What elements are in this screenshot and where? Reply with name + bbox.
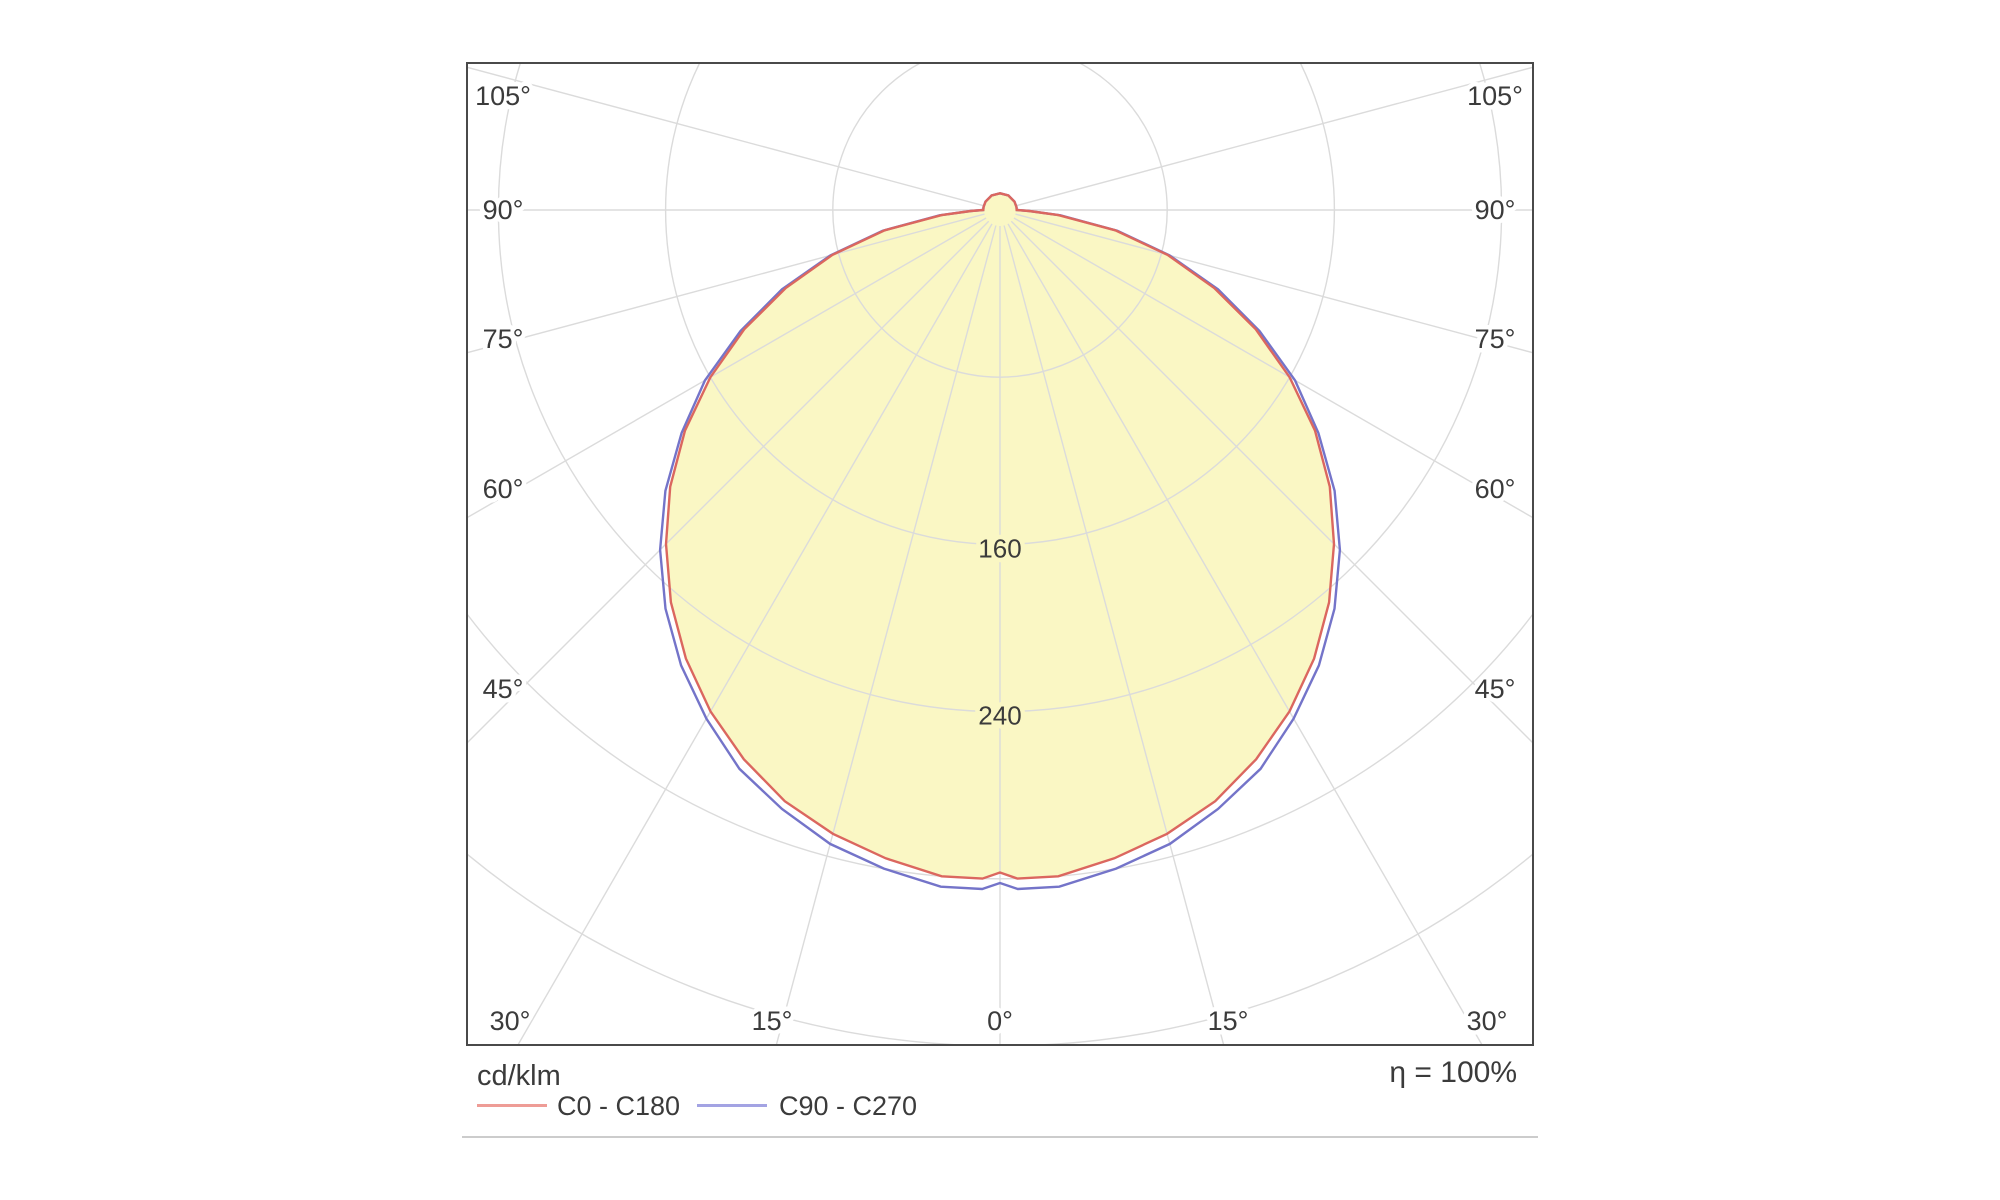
angle-ray xyxy=(467,213,985,354)
angle-ray xyxy=(467,217,987,519)
angle-label: 15° xyxy=(1208,1006,1249,1036)
c90-c270-line-swatch xyxy=(697,1104,767,1107)
angle-ray xyxy=(1010,220,1533,744)
efficiency-label: η = 100% xyxy=(1389,1056,1517,1089)
c0-c180-line-swatch xyxy=(477,1104,547,1107)
angle-ray xyxy=(467,66,985,207)
angle-label: 15° xyxy=(752,1006,793,1036)
ring-value-label: 160 xyxy=(978,533,1021,563)
angle-ray xyxy=(1007,223,1483,1045)
angle-ray xyxy=(775,225,997,1045)
angle-label: 90° xyxy=(483,195,524,225)
angle-label: 105° xyxy=(1467,81,1523,111)
angle-ray xyxy=(1015,66,1533,207)
angle-ray xyxy=(1015,213,1533,354)
angle-label: 0° xyxy=(987,1006,1013,1036)
angle-label: 60° xyxy=(483,474,524,504)
angle-label: 30° xyxy=(490,1006,531,1036)
separator-line xyxy=(462,1136,1538,1138)
angle-ray xyxy=(1003,225,1225,1045)
angle-ray xyxy=(517,223,993,1045)
angle-ray xyxy=(467,220,990,744)
angle-ray xyxy=(1013,217,1533,519)
angle-label: 105° xyxy=(475,81,531,111)
ring-value-label: 240 xyxy=(978,701,1021,731)
angle-label: 30° xyxy=(1467,1006,1508,1036)
legend-label-c90-c270: C90 - C270 xyxy=(779,1091,918,1121)
legend-label-c0-c180: C0 - C180 xyxy=(557,1091,681,1121)
angle-label: 60° xyxy=(1475,474,1516,504)
angle-label: 90° xyxy=(1475,195,1516,225)
angle-label: 45° xyxy=(1475,674,1516,704)
units-label: cd/klm xyxy=(477,1060,561,1092)
angle-label: 75° xyxy=(483,324,524,354)
angle-label: 45° xyxy=(483,674,524,704)
angle-label: 75° xyxy=(1475,324,1516,354)
plot-border xyxy=(466,62,1534,1046)
curve-c0-c180 xyxy=(664,192,1336,880)
